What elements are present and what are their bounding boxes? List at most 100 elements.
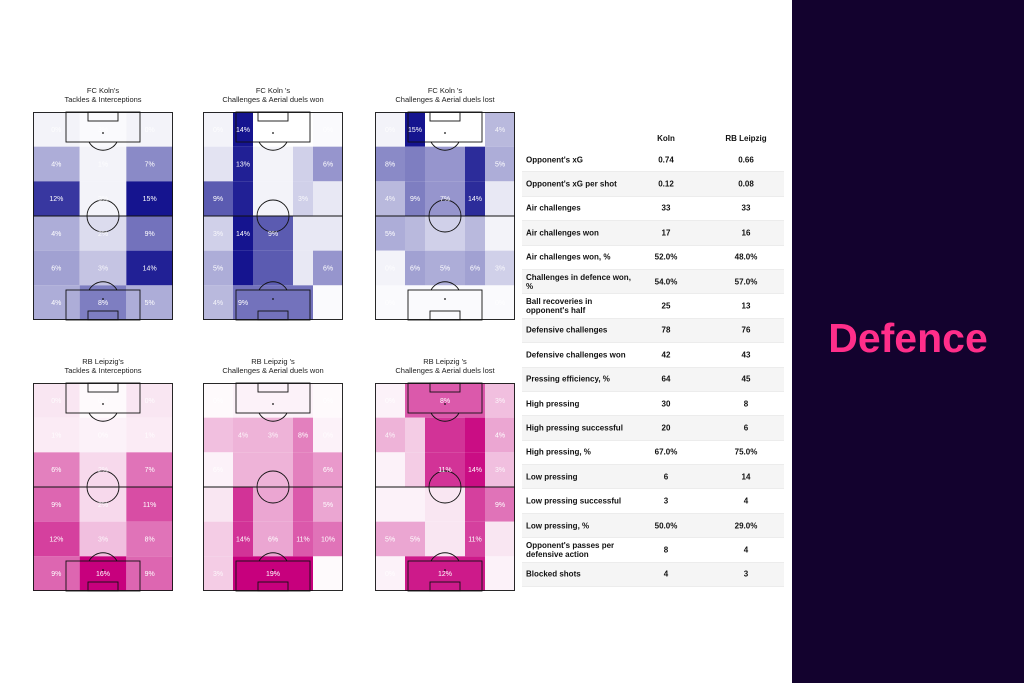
- cell-label: 3%: [213, 571, 223, 578]
- cell-label: 12%: [49, 537, 63, 544]
- heatmap-cell: [313, 452, 343, 487]
- cell-label: 0%: [145, 398, 155, 405]
- stat-row: Low pressing 6 14: [522, 465, 784, 490]
- cell-label: 0%: [385, 266, 395, 273]
- cell-label: 5%: [440, 266, 450, 273]
- cell-label: 13%: [236, 162, 250, 169]
- stat-value-leipzig: 16: [741, 228, 751, 238]
- top-goal-area: [87, 111, 119, 122]
- heatmap-cell: [126, 216, 173, 251]
- heatmap-cell: [253, 452, 293, 487]
- cell-label: 14%: [468, 467, 482, 474]
- stat-row: Blocked shots 4 3: [522, 562, 784, 588]
- header-leipzig: RB Leipzig: [725, 134, 767, 143]
- stat-row: High pressing, % 67.0% 75.0%: [522, 441, 784, 466]
- heatmap-cell: [79, 146, 127, 182]
- heatmap-cell: [33, 383, 80, 418]
- heatmap-cell: [465, 181, 485, 216]
- heatmap-cell: [253, 181, 293, 216]
- heatmap-cell: [485, 250, 515, 286]
- stat-value-koln: 50.0%: [654, 521, 678, 531]
- heatmap-cell: [233, 487, 253, 522]
- heatmap-cell: [485, 487, 515, 522]
- stats-table: Koln RB Leipzig Opponent's xG 0.74 0.66 Opp…: [522, 134, 784, 588]
- stats-rows: Opponent's xG 0.74 0.66 Opponent's xG per s…: [522, 148, 784, 588]
- bottom-penalty-spot: [444, 298, 446, 300]
- cell-label: 6%: [323, 266, 333, 273]
- heatmap-cell: [253, 383, 293, 418]
- cell-label: 14%: [468, 196, 482, 203]
- bottom-penalty-spot: [102, 298, 104, 300]
- heatmap-cell: [293, 112, 313, 147]
- heatmap-cell: [293, 181, 313, 216]
- heatmap-cell: [313, 216, 343, 251]
- chart-title-line: RB Leipzig's: [82, 357, 124, 366]
- heatmap-cell: [313, 383, 343, 418]
- stat-row: Ball recoveries in opponent's half 25 13: [522, 294, 784, 319]
- cell-label: 0%: [98, 398, 108, 405]
- heatmap-cell: [405, 250, 425, 286]
- heatmap-cell: [485, 216, 515, 251]
- bottom-goal-area: [429, 581, 461, 592]
- cell-label: 9%: [145, 571, 155, 578]
- heatmap-cell: [293, 452, 313, 487]
- stat-value-koln: 33: [661, 203, 671, 213]
- heatmap-cell: [233, 285, 253, 320]
- cell-label: 4%: [51, 162, 61, 169]
- stat-label: Defensive challenges: [526, 325, 608, 335]
- chart-title: RB Leipzig's Tackles & Interceptions: [3, 357, 203, 375]
- stat-value-koln: 64: [661, 374, 671, 384]
- heatmap-cell: [79, 521, 127, 557]
- chart-title-line: RB Leipzig 's: [423, 357, 467, 366]
- heatmap-cell: [405, 216, 425, 251]
- chart-title-line: FC Koln 's: [427, 86, 463, 95]
- center-circle: [86, 470, 120, 504]
- stat-value-koln: 4: [663, 569, 669, 579]
- cell-label: 0%: [213, 127, 223, 134]
- heatmap-cell: [375, 521, 405, 557]
- heatmap-cell: [33, 181, 80, 216]
- section-title: Defence: [828, 315, 988, 361]
- stat-label: Air challenges won: [526, 228, 599, 238]
- stat-row: Low pressing, % 50.0% 29.0%: [522, 513, 784, 539]
- bottom-penalty-arc: [430, 281, 460, 291]
- heatmap-cell: [485, 452, 515, 487]
- heatmap-cell: [425, 250, 465, 286]
- cell-label: 2%: [98, 231, 108, 238]
- cell-label: 0%: [385, 398, 395, 405]
- heatmap-cell: [33, 556, 80, 591]
- heatmap-cell: [375, 487, 405, 522]
- cell-label: 6%: [268, 537, 278, 544]
- stat-value-leipzig: 48.0%: [734, 252, 758, 262]
- cell-label: 0%: [98, 433, 108, 440]
- top-penalty-arc: [258, 141, 288, 151]
- heatmap-cell: [253, 216, 293, 251]
- heatmap-cell: [126, 383, 173, 418]
- top-goal-area: [257, 111, 289, 122]
- stat-label: Opponent's xG per shot: [526, 179, 617, 189]
- stat-value-leipzig: 13: [741, 301, 751, 311]
- heatmap-cell: [33, 285, 80, 320]
- stat-row: Opponent's xG 0.74 0.66: [522, 148, 784, 173]
- heatmap-cell: [253, 487, 293, 522]
- heatmap-cell: [313, 521, 343, 557]
- top-goal-area: [87, 382, 119, 393]
- bottom-goal-area: [87, 581, 119, 592]
- heatmap-cell: [33, 216, 80, 251]
- heatmap-cell: [375, 556, 405, 591]
- heatmap-cell: [233, 216, 253, 251]
- heatmap-cell: [33, 417, 80, 453]
- stat-value-koln: 52.0%: [654, 252, 678, 262]
- stat-value-koln: 54.0%: [654, 277, 678, 287]
- heatmap-cell: [293, 556, 313, 591]
- heatmap-cell: [375, 146, 405, 182]
- heatmap-cell: [79, 452, 127, 487]
- chart-title-line: Tackles & Interceptions: [64, 366, 142, 375]
- cell-label: 4%: [495, 433, 505, 440]
- heatmap-cell: [253, 146, 293, 182]
- heatmap-svg: 0% 8% 3% 4% 4% 11% 14% 3% 9% 5% 5% 11% 0% 12%: [375, 382, 515, 592]
- heatmap-cell: [293, 487, 313, 522]
- heatmap-cell: [79, 383, 127, 418]
- heatmap-cell: [126, 112, 173, 147]
- bottom-goal-area: [429, 310, 461, 321]
